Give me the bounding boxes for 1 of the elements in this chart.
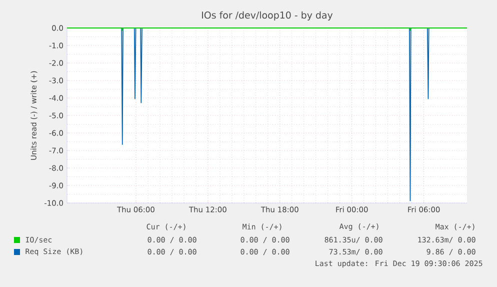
chart-title: IOs for /dev/loop10 - by day: [202, 11, 333, 20]
